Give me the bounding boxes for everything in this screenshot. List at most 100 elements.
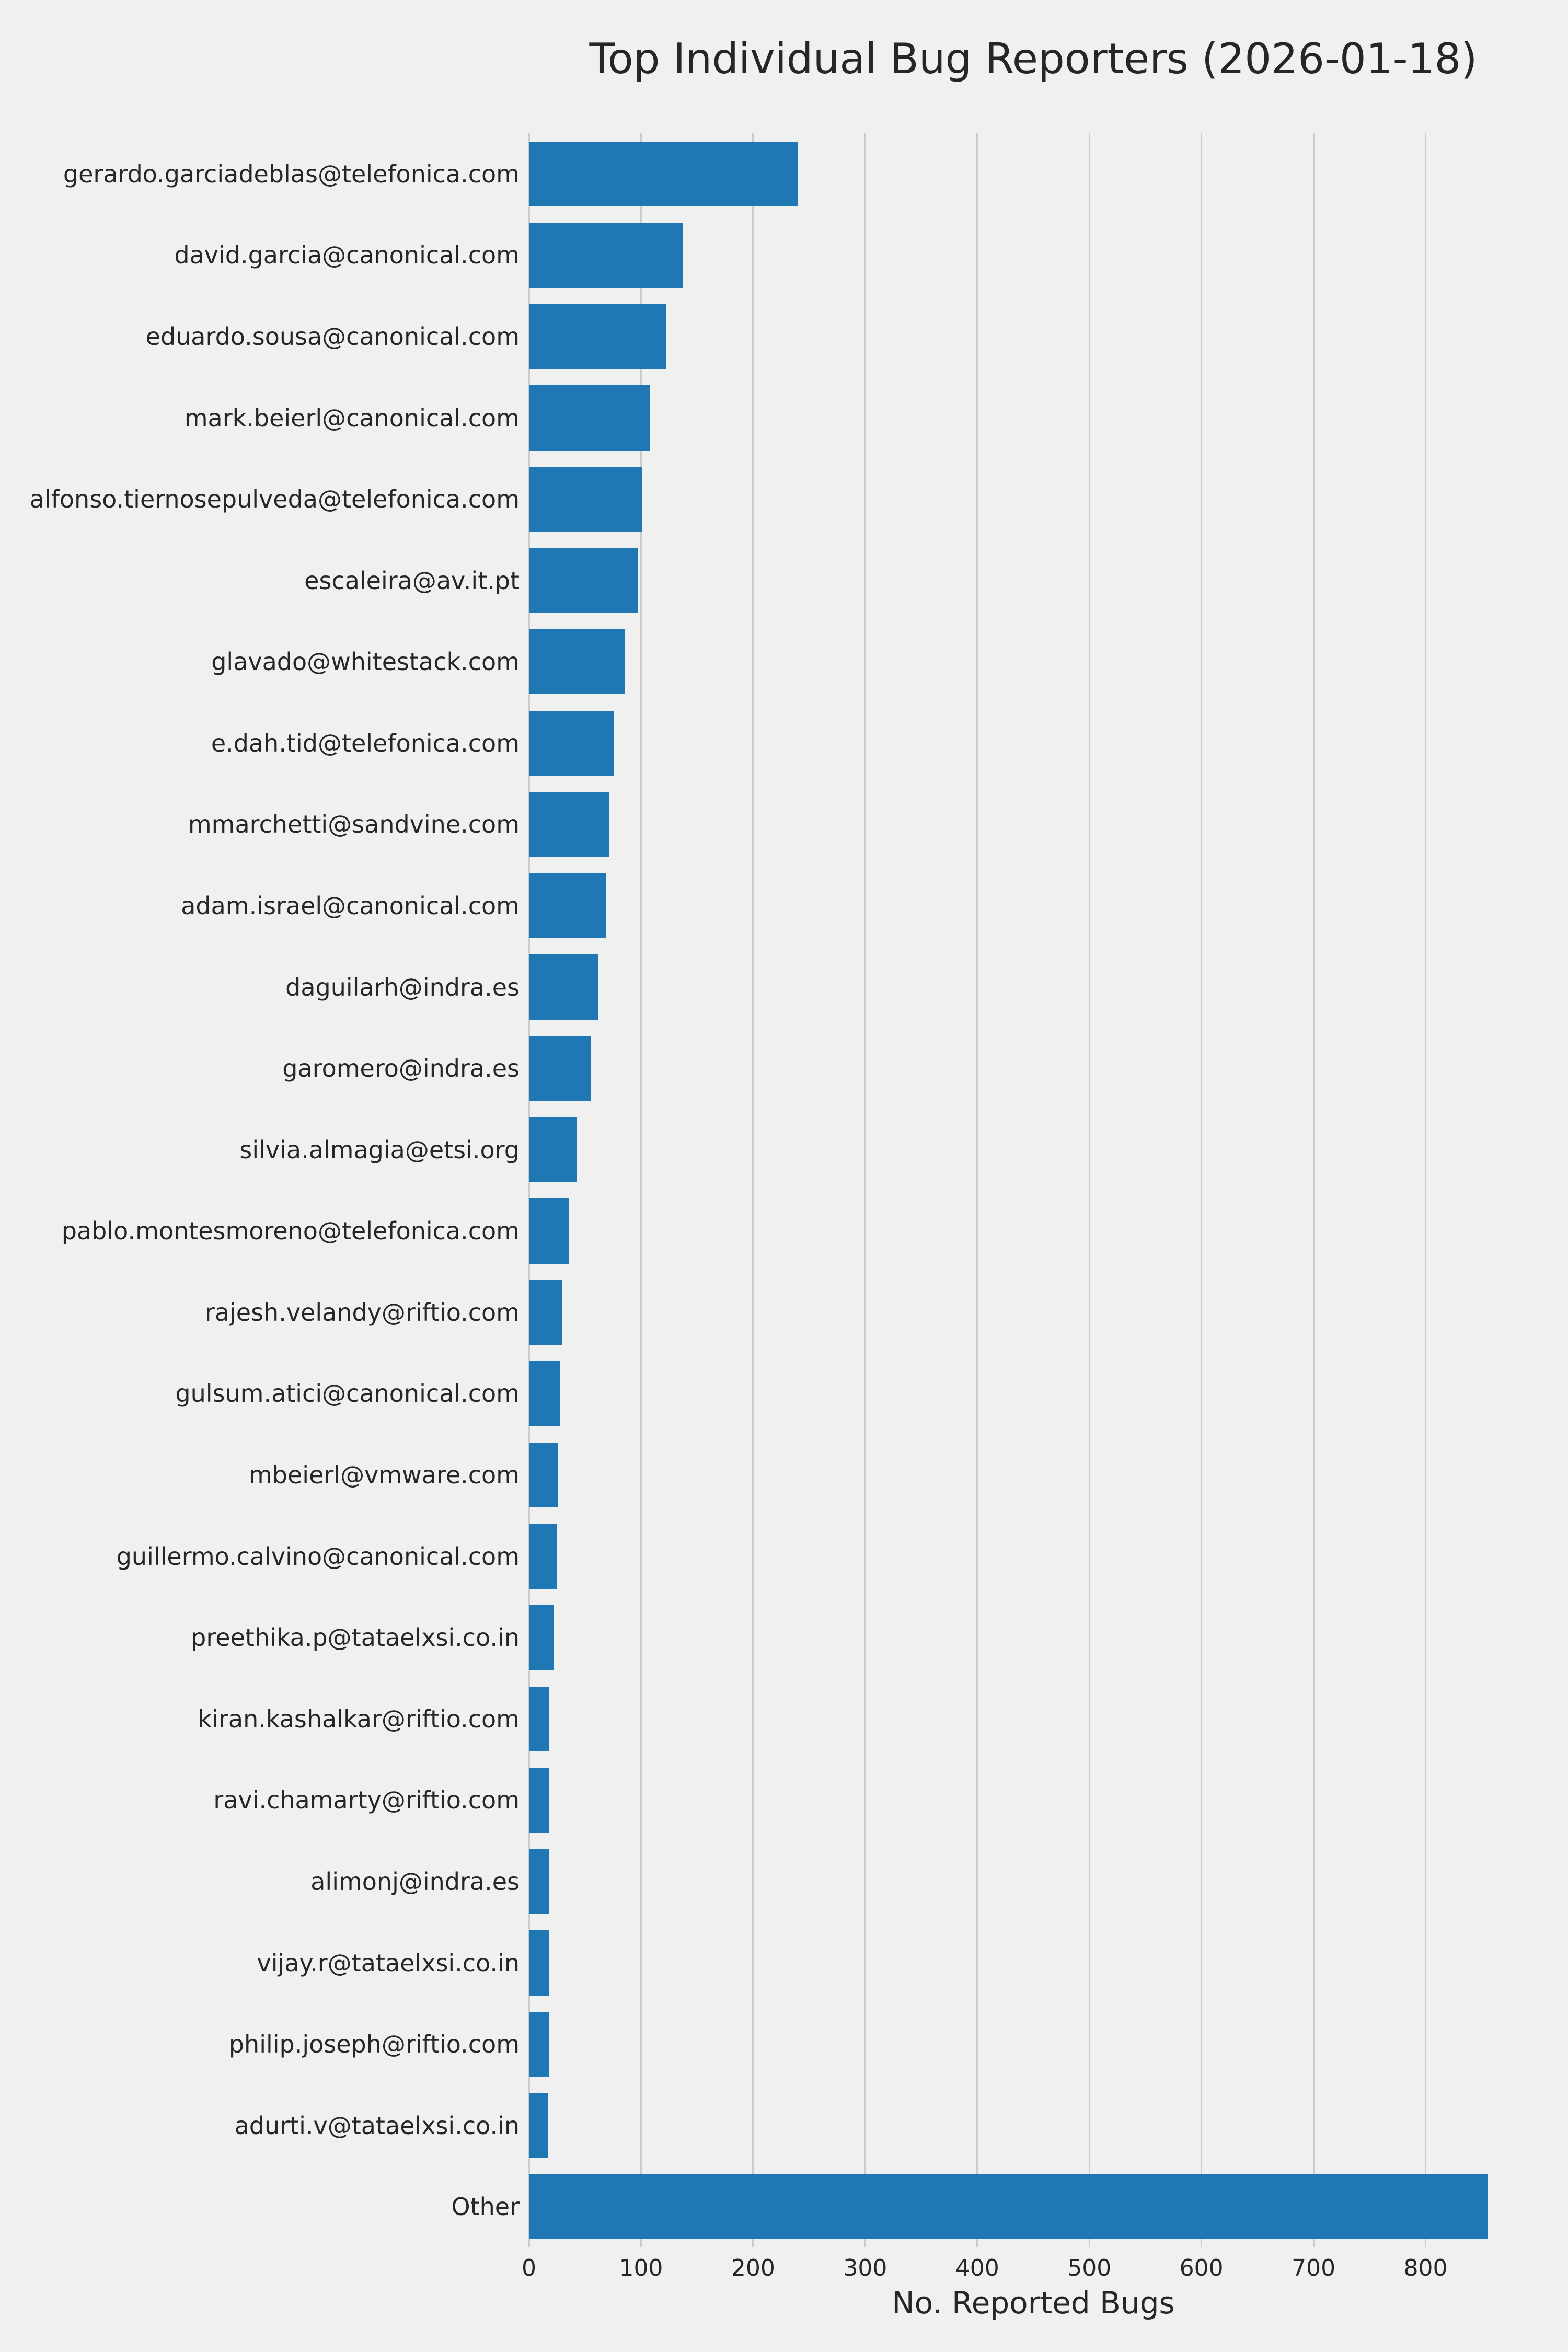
bar xyxy=(529,710,614,776)
bar xyxy=(529,1768,549,1833)
x-tick-label: 500 xyxy=(1067,2255,1112,2281)
bar xyxy=(529,629,626,695)
bar xyxy=(529,304,666,370)
bar-row: escaleira@av.it.pt xyxy=(304,540,1538,621)
bar xyxy=(529,1605,554,1670)
y-tick-label: alimonj@indra.es xyxy=(310,1867,520,1896)
y-tick-label: adurti.v@tataelxsi.co.in xyxy=(234,2111,520,2140)
x-tick-label: 0 xyxy=(522,2255,536,2281)
bar-row: vijay.r@tataelxsi.co.in xyxy=(257,1922,1538,2004)
y-tick-label: mark.beierl@canonical.com xyxy=(184,403,520,432)
bar-row: mark.beierl@canonical.com xyxy=(185,377,1538,459)
bar xyxy=(529,1442,558,1508)
plot-area: gerardo.garciadeblas@telefonica.com david… xyxy=(30,133,1538,2281)
gridlines xyxy=(528,133,1538,2247)
bar-row: guillermo.calvino@canonical.com xyxy=(117,1516,1538,1597)
bar-row: ravi.chamarty@riftio.com xyxy=(213,1760,1538,1841)
y-tick-label: rajesh.velandy@riftio.com xyxy=(204,1298,520,1327)
bar xyxy=(529,1361,561,1426)
y-tick-label: gerardo.garciadeblas@telefonica.com xyxy=(63,159,520,188)
bar-row: preethika.p@tataelxsi.co.in xyxy=(191,1597,1538,1678)
bar-row: gerardo.garciadeblas@telefonica.com xyxy=(63,133,1538,215)
bar-row: philip.joseph@riftio.com xyxy=(229,2003,1538,2085)
y-tick-label: david.garcia@canonical.com xyxy=(174,241,520,270)
x-axis-label: No. Reported Bugs xyxy=(892,2285,1175,2321)
bar-row: alfonso.tiernosepulveda@telefonica.com xyxy=(30,458,1538,540)
y-tick-label: mbeierl@vmware.com xyxy=(249,1461,520,1490)
bar xyxy=(529,1035,591,1101)
y-tick-label: daguilarh@indra.es xyxy=(285,973,520,1001)
bar xyxy=(529,223,683,288)
bar-row: pablo.montesmoreno@telefonica.com xyxy=(62,1191,1538,1272)
gridline xyxy=(528,133,530,2247)
x-tick-label: 600 xyxy=(1179,2255,1224,2281)
gridline xyxy=(1425,133,1427,2247)
bar xyxy=(529,548,638,613)
bar-row: alimonj@indra.es xyxy=(310,1841,1538,1922)
bar-row: adam.israel@canonical.com xyxy=(181,865,1538,947)
y-tick-label: gulsum.atici@canonical.com xyxy=(175,1379,520,1408)
y-tick-label: escaleira@av.it.pt xyxy=(304,566,520,595)
gridline xyxy=(1088,133,1090,2247)
bar-row: garomero@indra.es xyxy=(282,1028,1538,1109)
x-tick-label: 200 xyxy=(731,2255,775,2281)
bar-row: daguilarh@indra.es xyxy=(285,947,1538,1028)
bar-row: silvia.almagia@etsi.org xyxy=(239,1109,1538,1191)
bar xyxy=(529,385,650,451)
y-tick-label: adam.israel@canonical.com xyxy=(181,891,520,920)
bar-row: e.dah.tid@telefonica.com xyxy=(211,702,1538,784)
x-tick-label: 100 xyxy=(619,2255,663,2281)
bar xyxy=(529,2093,548,2158)
bar-row: kiran.kashalkar@riftio.com xyxy=(198,1678,1538,1760)
gridline xyxy=(752,133,754,2247)
x-tick-label: 300 xyxy=(843,2255,887,2281)
y-tick-label: kiran.kashalkar@riftio.com xyxy=(198,1704,520,1733)
y-tick-label: mmarchetti@sandvine.com xyxy=(188,810,520,839)
bar xyxy=(529,1930,549,1996)
bar-row: mbeierl@vmware.com xyxy=(249,1434,1538,1516)
chart-title: Top Individual Bug Reporters (2026-01-18… xyxy=(589,34,1478,83)
gridline xyxy=(1312,133,1315,2247)
x-tick-labels: 0 100 200 300 400 500 600 700 800 xyxy=(522,2247,1538,2281)
bar xyxy=(529,2011,549,2077)
gridline xyxy=(640,133,642,2247)
bar-row: gulsum.atici@canonical.com xyxy=(175,1353,1538,1435)
bar-row: glavado@whitestack.com xyxy=(211,621,1538,702)
y-tick-label: e.dah.tid@telefonica.com xyxy=(211,729,520,757)
gridline xyxy=(976,133,978,2247)
bar xyxy=(529,466,642,532)
y-tick-label: philip.joseph@riftio.com xyxy=(228,2030,520,2059)
bar-row: eduardo.sousa@canonical.com xyxy=(146,296,1538,377)
bar xyxy=(529,792,610,857)
bar xyxy=(529,1849,549,1915)
y-tick-label: glavado@whitestack.com xyxy=(211,648,520,676)
bar xyxy=(529,1117,578,1182)
x-tick-label: 700 xyxy=(1292,2255,1336,2281)
y-tick-label: pablo.montesmoreno@telefonica.com xyxy=(61,1217,520,1246)
gridline xyxy=(864,133,866,2247)
y-tick-label: vijay.r@tataelxsi.co.in xyxy=(257,1949,520,1977)
y-tick-label: preethika.p@tataelxsi.co.in xyxy=(191,1623,520,1652)
bar-rows: gerardo.garciadeblas@telefonica.com david… xyxy=(30,133,1538,2247)
bar xyxy=(529,954,598,1020)
y-tick-label: Other xyxy=(451,2193,520,2221)
bar xyxy=(529,2174,1488,2240)
bar xyxy=(529,1198,570,1264)
y-tick-label: silvia.almagia@etsi.org xyxy=(239,1135,520,1164)
bar-row: Other xyxy=(451,2166,1538,2247)
bar xyxy=(529,141,798,207)
bar-row: adurti.v@tataelxsi.co.in xyxy=(235,2085,1538,2166)
bar xyxy=(529,1279,563,1345)
bar xyxy=(529,1524,557,1589)
x-tick-label: 800 xyxy=(1403,2255,1448,2281)
y-tick-label: garomero@indra.es xyxy=(282,1054,520,1083)
y-tick-label: ravi.chamarty@riftio.com xyxy=(213,1786,520,1815)
x-tick-label: 400 xyxy=(955,2255,999,2281)
gridline xyxy=(1201,133,1203,2247)
bar-row: mmarchetti@sandvine.com xyxy=(188,784,1538,866)
bar xyxy=(529,873,606,939)
y-tick-label: eduardo.sousa@canonical.com xyxy=(145,322,520,351)
bar-row: david.garcia@canonical.com xyxy=(174,215,1538,296)
bar xyxy=(529,1686,549,1751)
